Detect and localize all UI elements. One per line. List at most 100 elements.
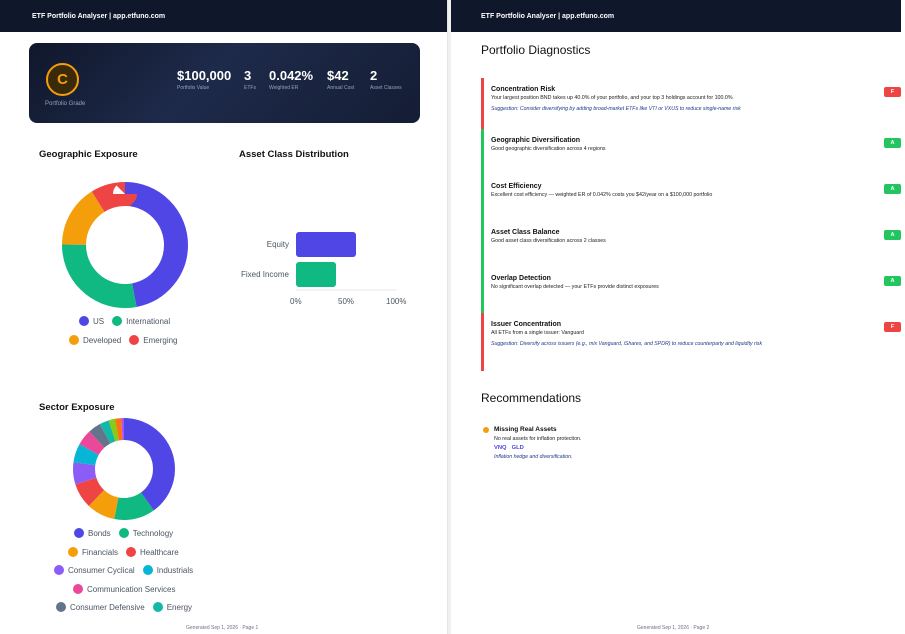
grade-badge: A [884,230,901,240]
recommendation-description: No real assets for inflation protection. [494,436,582,442]
diagnostic-title: Overlap Detection [491,275,551,282]
geo-title: Geographic Exposure [39,149,138,160]
legend-us: US [93,316,105,326]
sector-slice-11 [73,418,175,520]
sector-donut-chart [73,418,175,520]
recommendation-title: Missing Real Assets [494,426,557,433]
legend-financials: Financials [82,547,119,557]
metric-portfolio-value: $100,000 Portfolio Value [177,68,232,91]
grade-badge: A [884,184,901,194]
legend-developed: Developed [83,335,122,345]
legend-technology: Technology [132,528,174,538]
diagnostic-geographic-diversification: Geographic Diversification Good geograph… [481,129,901,175]
diagnostic-title: Asset Class Balance [491,229,560,236]
asset-title: Asset Class Distribution [239,149,349,160]
recommendations-title: Recommendations [481,391,582,405]
legend-swatch-us [79,316,89,326]
sector-legend-row-1: Bonds Technology [74,528,173,538]
diagnostic-description: Good asset class diversification across … [491,238,606,244]
legend-swatch-emerging [129,335,140,345]
page-footer: Generated Sep 1, 2026 · Page 1 [186,625,259,631]
diagnostic-description: All ETFs from a single issuer: Vanguard [491,330,584,336]
diagnostic-title: Geographic Diversification [491,137,581,144]
geo-slice-international [62,182,188,308]
legend-energy: Energy [166,602,193,612]
legend-industrials: Industrials [156,565,194,575]
diagnostic-description: Excellent cost efficiency — weighted ER … [491,192,713,198]
diagnostic-description: No significant overlap detected — your E… [491,284,659,290]
legend-swatch-consumer-defensive [56,602,66,612]
diagnostic-title: Cost Efficiency [491,183,542,190]
legend-swatch-consumer-cyclical [54,565,64,575]
ticker-gld: GLD [511,445,524,451]
metric-weighted-er: 0.042% Weighted ER [269,68,314,91]
bar-label-equity: Equity [266,240,289,249]
diagnostic-description: Your largest position BND takes up 40.0%… [491,95,733,101]
ticker-vnq: VNQ [494,445,507,451]
diagnostic-suggestion: Suggestion: Diversify across issuers (e.… [491,341,763,347]
sector-legend-row-4: Communication Services [73,584,175,594]
bar-label-fixed-income: Fixed Income [240,270,289,279]
legend-healthcare: Healthcare [140,547,179,557]
diagnostic-issuer-concentration: Issuer Concentration All ETFs from a sin… [481,313,901,371]
diagnostics-title: Portfolio Diagnostics [481,43,591,57]
diagnostic-suggestion: Suggestion: Consider diversifying by add… [491,106,741,112]
legend-swatch-developed [69,335,79,345]
sector-legend-row-3: Consumer Cyclical Industrials [54,565,193,575]
tick-100: 100% [386,297,407,306]
diagnostic-cost-efficiency: Cost Efficiency Excellent cost efficienc… [481,175,901,221]
report-page-2: ETF Portfolio Analyser | app.etfuno.com … [451,0,905,634]
bar-fixed-income [296,262,336,287]
metric-annual-cost: $42 Annual Cost [327,68,355,91]
sector-title: Sector Exposure [39,402,115,413]
legend-emerging: Emerging [143,335,178,345]
sector-slice-consumer-cyclical [73,418,175,520]
legend-swatch-international [112,316,123,326]
page-footer: Generated Sep 1, 2026 · Page 2 [637,625,710,631]
page-header: ETF Portfolio Analyser | app.etfuno.com [451,0,901,32]
grade-badge: F [884,87,901,97]
geo-legend-row-2: Developed Emerging [69,335,178,345]
diagnostic-overlap-detection: Overlap Detection No significant overlap… [481,267,901,313]
grade-label: Portfolio Grade [45,101,86,107]
legend-swatch-technology [118,528,129,538]
diagnostic-title: Issuer Concentration [491,321,562,328]
tick-0: 0% [290,297,302,306]
asset-bar-chart [296,232,396,291]
recommendation-bullet [483,427,489,433]
sector-legend-row-2: Financials Healthcare [68,547,179,557]
diagnostic-description: Good geographic diversification across 4… [491,146,606,152]
recommendation-tickers: VNQ GLD [483,445,581,451]
legend-swatch-communication-services [73,584,83,594]
tick-50: 50% [338,297,355,306]
page-header: ETF Portfolio Analyser | app.etfuno.com [0,0,447,32]
legend-international: International [126,316,171,326]
portfolio-summary-card: C Portfolio Grade $100,000 Portfolio Valu… [29,43,420,123]
legend-bonds: Bonds [88,528,111,538]
report-page-1: ETF Portfolio Analyser | app.etfuno.com … [0,0,448,634]
sector-slice-technology [73,418,175,520]
geo-legend-row-1: US International [79,316,170,326]
legend-swatch-healthcare [126,547,137,557]
diagnostic-concentration-risk: Concentration Risk Your largest position… [481,78,901,129]
diagnostic-title: Concentration Risk [491,86,556,93]
legend-consumer-defensive: Consumer Defensive [70,602,145,612]
metric-asset-classes: 2 Asset Classes [370,68,402,91]
grade-badge: F [884,322,901,332]
legend-swatch-industrials [142,565,153,575]
geo-donut-chart [62,182,188,308]
grade-badge: A [884,276,901,286]
legend-swatch-bonds [74,528,84,538]
geo-slice-emerging [62,182,188,308]
diagnostic-asset-class-balance: Asset Class Balance Good asset class div… [481,221,901,267]
bar-equity [296,232,356,257]
sector-legend-row-5: Consumer Defensive Energy [56,602,192,612]
metric-etfs: 3 ETFs [244,68,256,91]
recommendation-missing-real-assets: Missing Real Assets No real assets for i… [483,426,581,460]
grade-badge: C [46,63,79,96]
grade-badge: A [884,138,901,148]
legend-swatch-financials [68,547,78,557]
legend-communication-services: Communication Services [87,584,176,594]
recommendation-note: Inflation hedge and diversification. [494,454,573,460]
legend-consumer-cyclical: Consumer Cyclical [68,565,135,575]
